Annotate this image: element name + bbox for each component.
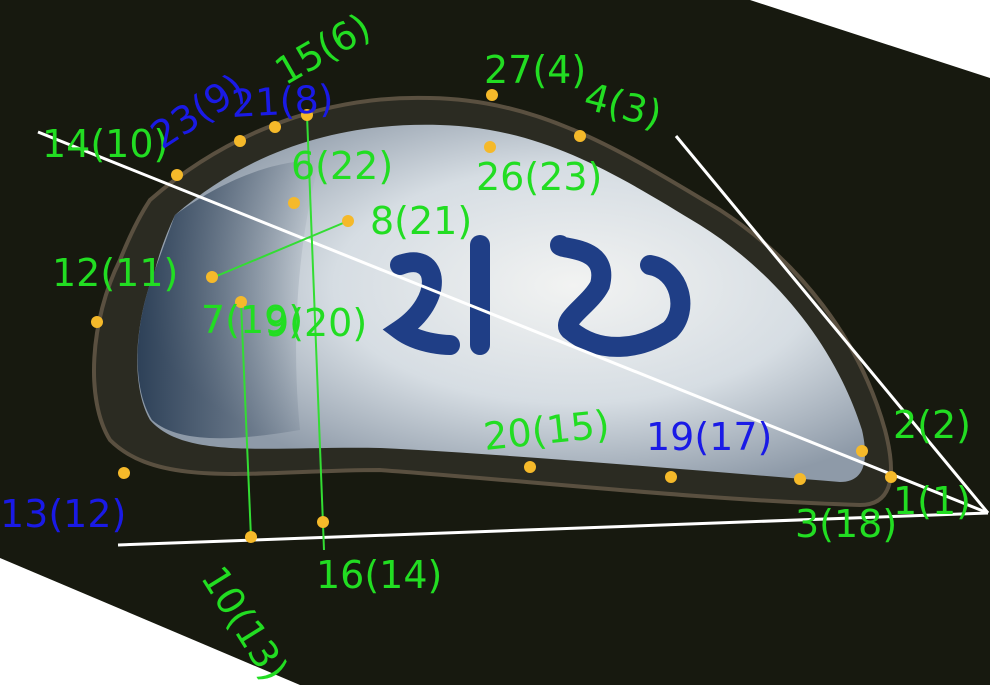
landmark-label-12: 12(11): [52, 251, 178, 295]
landmark-dot: [269, 121, 281, 133]
landmark-dot: [317, 516, 329, 528]
landmark-dots: [91, 89, 897, 543]
landmark-dot: [206, 271, 218, 283]
measure-line-8-12: [211, 220, 349, 279]
landmark-labels: 1(1) 2(2) 3(18) 4(3) 6(22) 7(19) 8(21) 9…: [0, 5, 971, 689]
landmark-label-6: 6(22): [291, 144, 393, 188]
landmark-dot: [288, 197, 300, 209]
landmark-dot: [665, 471, 677, 483]
landmark-label-14: 14(10): [42, 122, 168, 166]
landmark-label-2: 2(2): [893, 403, 971, 447]
landmark-dot: [885, 471, 897, 483]
landmark-label-9: 9(20): [265, 301, 367, 345]
landmark-label-8: 8(21): [370, 199, 472, 243]
landmark-label-27: 27(4): [484, 48, 586, 92]
landmark-dot: [234, 135, 246, 147]
landmark-label-3: 3(18): [795, 502, 897, 546]
landmark-dot: [574, 130, 586, 142]
measure-line-15-16: [306, 114, 325, 551]
landmark-label-26: 26(23): [476, 155, 602, 199]
guide-line-base: [117, 511, 989, 547]
shell-muscle-scar: [137, 160, 320, 439]
guide-line-right: [674, 135, 990, 514]
guide-line-diagonal: [37, 130, 989, 515]
corner-white: [0, 558, 300, 685]
measure-lines: [211, 114, 349, 551]
landmark-dot: [342, 215, 354, 227]
landmark-label-16: 16(14): [316, 553, 442, 597]
landmark-dot: [856, 445, 868, 457]
landmark-dot: [171, 169, 183, 181]
landmark-dot: [486, 89, 498, 101]
landmark-label-7: 7(19): [201, 298, 303, 342]
shell-handwritten-label: [382, 235, 691, 357]
measure-line-7-10: [240, 301, 252, 539]
landmark-dot: [524, 461, 536, 473]
landmark-dot: [235, 296, 247, 308]
landmark-dot: [794, 473, 806, 485]
landmark-dot: [91, 316, 103, 328]
landmark-dot: [245, 531, 257, 543]
landmark-label-21: 21(8): [230, 77, 334, 126]
guide-lines: [37, 130, 990, 547]
landmark-dot: [301, 109, 313, 121]
landmark-dot: [118, 467, 130, 479]
landmark-dot: [484, 141, 496, 153]
shell-nacre: [137, 124, 866, 483]
landmark-label-1: 1(1): [893, 479, 971, 523]
landmark-label-13: 13(12): [0, 492, 126, 536]
landmark-label-19: 19(17): [646, 415, 772, 459]
